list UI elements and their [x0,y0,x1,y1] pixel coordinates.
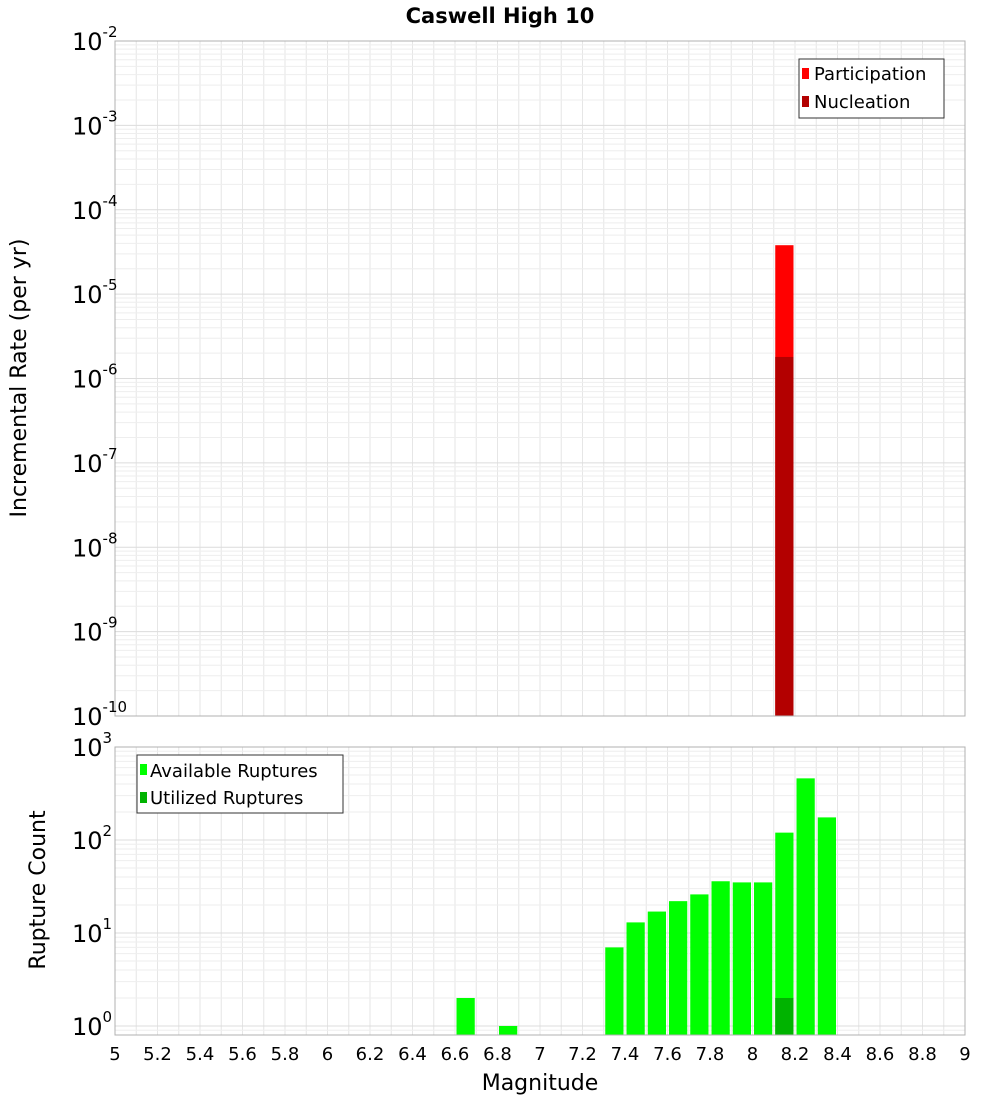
bar-available-ruptures [690,894,709,1035]
rupture-legend-box [136,754,344,814]
x-tick-label: 8.4 [823,1044,852,1065]
rate-panel-y-ticks: 10-10 10-9 10-8 10-7 10-6 10-5 10-4 10-3 10-2 [72,23,127,731]
x-tick-label: 8.8 [908,1044,937,1065]
rupture-y-axis-label: Rupture Count [26,810,51,970]
x-tick-label: 7.4 [611,1044,640,1065]
rate-panel-frame [114,40,966,717]
rate-legend: Participation Nucleation [798,58,945,119]
bar-available-ruptures [499,1025,518,1035]
y-tick-label: 10-10 [72,698,127,731]
x-tick-label: 7.6 [653,1044,682,1065]
x-tick-label: 7.8 [696,1044,725,1065]
legend-label-participation: Participation [814,64,926,85]
y-tick-label: 10-3 [72,107,118,140]
y-tick-label: 10-4 [72,192,118,225]
bar-available-ruptures [754,882,773,1035]
bar-available-ruptures [775,832,794,1035]
x-tick-label: 9 [959,1044,970,1065]
x-tick-label: 6.6 [441,1044,470,1065]
y-tick-label: 100 [72,1008,112,1041]
bar-available-ruptures [732,882,751,1035]
rupture-panel-y-ticks: 100 101 102 103 [72,729,112,1041]
bar-available-ruptures [669,901,688,1035]
x-tick-label: 6 [322,1044,333,1065]
rate-legend-box [798,58,945,119]
rupture-panel-frame [114,746,966,1036]
bar-available-ruptures [711,881,730,1035]
legend-label-utilized: Utilized Ruptures [150,788,303,809]
bar-available-ruptures [796,778,815,1035]
x-tick-label: 6.2 [356,1044,385,1065]
y-tick-label: 10-6 [72,361,118,394]
rupture-count-panel: 100 101 102 103 5 5.2 5.4 5.6 5.8 6 6.2 6.4 6.6 6.8 7… [26,729,971,1096]
bar-available-ruptures [456,997,475,1035]
x-tick-label: 5.4 [186,1044,215,1065]
x-tick-label: 8.2 [781,1044,810,1065]
x-tick-label: 5.2 [143,1044,172,1065]
legend-label-nucleation: Nucleation [814,92,910,113]
rate-panel: 10-10 10-9 10-8 10-7 10-6 10-5 10-4 10-3 10-2 In… [7,23,966,731]
y-tick-label: 103 [72,729,112,762]
x-tick-label: 5.8 [271,1044,300,1065]
x-tick-label: 8.6 [866,1044,895,1065]
x-tick-label: 7.2 [568,1044,597,1065]
y-tick-label: 101 [72,915,112,948]
x-tick-label: 6.4 [398,1044,427,1065]
rate-y-axis-label: Incremental Rate (per yr) [7,239,32,518]
magnitude-x-ticks: 5 5.2 5.4 5.6 5.8 6 6.2 6.4 6.6 6.8 7 7.2 7.4 7.6 7.8 8… [109,1044,970,1065]
x-tick-label: 5.6 [228,1044,257,1065]
bar-utilized-ruptures [775,997,794,1035]
rate-panel-grid [114,41,966,717]
bar-available-ruptures [605,947,624,1035]
legend-swatch-utilized [140,792,147,803]
bar-available-ruptures [647,911,666,1035]
x-tick-label: 7 [534,1044,545,1065]
rupture-panel-bars [456,778,836,1035]
x-tick-label: 6.8 [483,1044,512,1065]
rate-panel-bars [775,245,794,717]
legend-swatch-nucleation [802,96,809,107]
y-tick-label: 10-7 [72,445,118,478]
bar-available-ruptures [626,922,645,1035]
y-tick-label: 102 [72,822,112,855]
x-tick-label: 8 [747,1044,758,1065]
bar-nucleation [775,356,794,716]
x-axis-label: Magnitude [482,1071,599,1096]
y-tick-label: 10-2 [72,23,118,56]
rupture-legend: Available Ruptures Utilized Ruptures [136,754,344,814]
y-tick-label: 10-8 [72,529,118,562]
x-tick-label: 5 [109,1044,120,1065]
y-tick-label: 10-9 [72,614,118,647]
legend-swatch-available [140,764,147,775]
bar-available-ruptures [817,817,836,1035]
legend-label-available: Available Ruptures [150,761,318,782]
y-tick-label: 10-5 [72,276,118,309]
chart-title: Caswell High 10 [406,4,595,28]
legend-swatch-participation [802,68,809,79]
